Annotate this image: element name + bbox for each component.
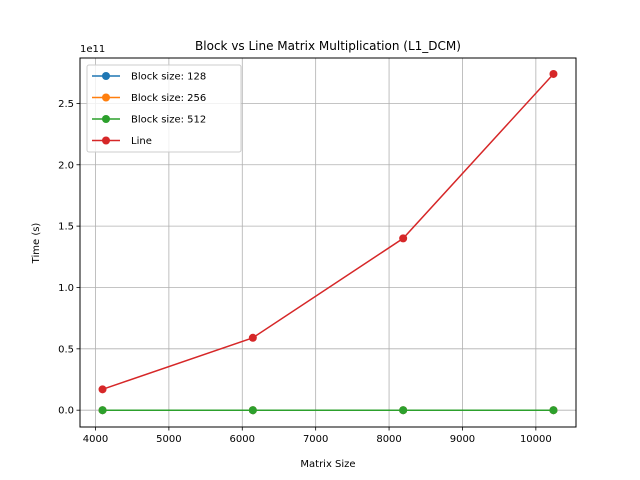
x-tick-label: 7000	[303, 434, 328, 445]
legend-label: Block size: 256	[131, 93, 206, 104]
data-point	[399, 406, 408, 415]
y-tick-label: 2.0	[58, 160, 74, 171]
legend-item: Line	[92, 136, 152, 147]
x-tick-label: 8000	[376, 434, 401, 445]
legend-box	[86, 64, 242, 153]
data-point	[98, 406, 107, 415]
legend-item: Block size: 128	[92, 72, 206, 83]
x-tick-label: 5000	[156, 434, 181, 445]
y-tick-label: 0.0	[58, 406, 74, 417]
data-point	[399, 234, 408, 243]
y-axis: 0.0 0.5 1.0 1.5 2.0 2.5	[58, 99, 80, 417]
chart-title: Block vs Line Matrix Multiplication (L1_…	[195, 39, 461, 53]
y-offset-label: 1e11	[80, 44, 105, 55]
legend-marker	[102, 136, 110, 145]
legend-marker	[102, 115, 110, 123]
x-tick-label: 9000	[450, 434, 475, 445]
data-point	[549, 406, 558, 415]
y-tick-label: 0.5	[58, 344, 74, 355]
legend-label: Block size: 512	[131, 115, 206, 126]
legend: Block size: 128 Block size: 256 Block size…	[86, 64, 242, 153]
data-point	[549, 69, 558, 78]
series-4	[98, 69, 558, 394]
y-tick-label: 2.5	[58, 99, 74, 110]
y-axis-title: Time (s)	[31, 223, 42, 265]
series-layer	[98, 69, 558, 415]
legend-item: Block size: 512	[92, 115, 206, 126]
x-tick-label: 6000	[230, 434, 255, 445]
plot-frame	[79, 57, 577, 428]
y-tick-label: 1.5	[58, 222, 74, 233]
legend-marker	[102, 72, 110, 80]
x-tick-label: 4000	[83, 434, 108, 445]
series-line	[102, 73, 555, 391]
series-3	[98, 406, 558, 415]
x-axis-title: Matrix Size	[300, 459, 355, 470]
x-axis: 4000 5000 6000 7000 8000 9000 10000	[83, 427, 552, 445]
y-tick-label: 1.0	[58, 283, 74, 294]
legend-item: Block size: 256	[92, 93, 206, 104]
legend-label: Block size: 128	[131, 72, 206, 83]
data-point	[248, 406, 257, 415]
data-point	[248, 333, 257, 342]
x-tick-label: 10000	[520, 434, 552, 445]
data-point	[98, 385, 107, 394]
legend-marker	[102, 93, 110, 102]
legend-label: Line	[131, 136, 152, 147]
